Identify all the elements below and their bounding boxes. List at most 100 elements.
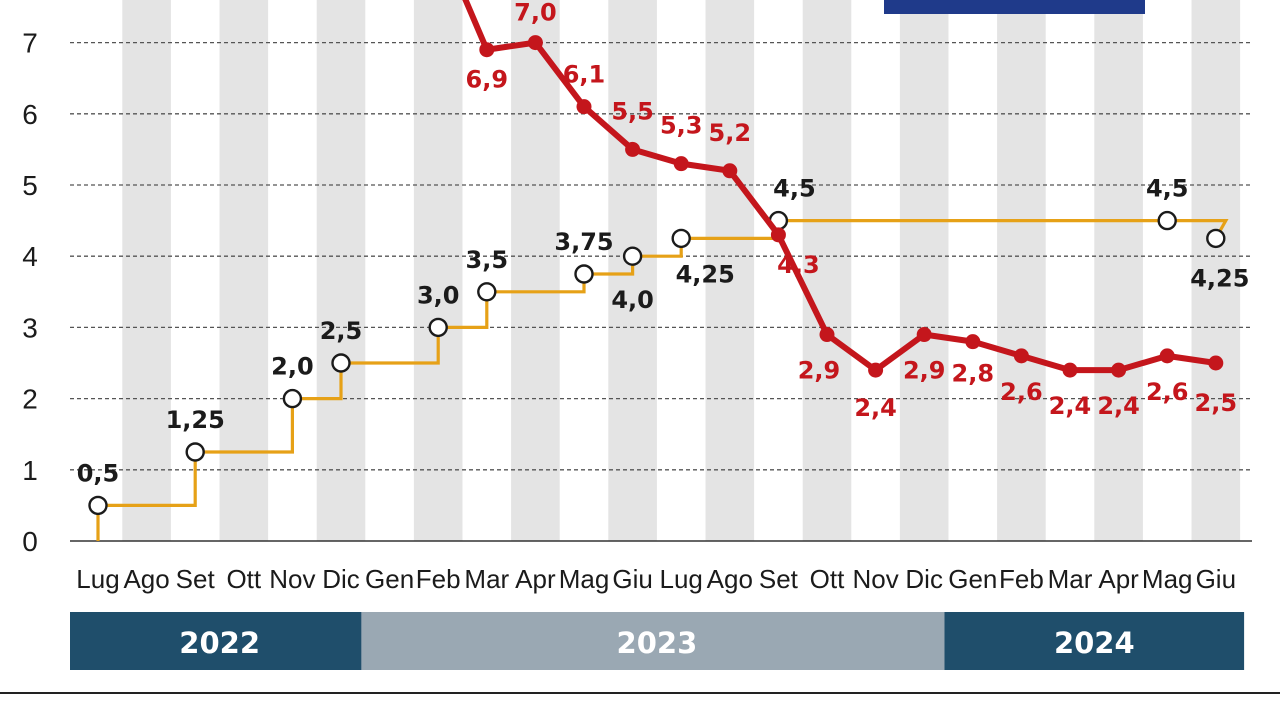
month-band	[511, 0, 560, 541]
year-label: 2022	[179, 626, 260, 660]
data-point	[868, 362, 884, 378]
data-point	[625, 141, 641, 157]
y-tick-label: 0	[22, 526, 38, 557]
data-label: 1,25	[166, 406, 225, 434]
y-tick-label: 1	[22, 455, 38, 486]
data-label: 2,4	[1097, 392, 1140, 420]
y-tick-label: 7	[22, 28, 38, 59]
y-tick-label: 3	[22, 312, 38, 343]
data-label: 4,0	[611, 286, 654, 314]
x-tick-label: Nov	[852, 564, 898, 594]
y-tick-label: 4	[22, 241, 38, 272]
data-point	[479, 42, 495, 58]
month-band	[122, 0, 171, 541]
month-band	[219, 0, 269, 541]
x-tick-label: Set	[759, 564, 799, 594]
data-point	[282, 388, 303, 409]
data-label: 2,5	[1195, 389, 1238, 417]
data-point	[1208, 355, 1224, 371]
year-block	[70, 612, 370, 670]
x-axis: Lug Ago Set Ott Nov Dic Gen Feb Mar Apr Mag Giu Lug A…	[76, 564, 1236, 594]
data-point	[1013, 348, 1029, 364]
x-tick-label: Feb	[416, 564, 461, 594]
x-tick-label: Ott	[810, 564, 845, 594]
data-point	[574, 264, 594, 284]
y-tick-label: 2	[22, 384, 38, 415]
data-label: 3,5	[466, 246, 509, 274]
x-tick-label: Mag	[1142, 564, 1193, 594]
data-label: 2,5	[320, 317, 363, 345]
data-label: 4,5	[773, 175, 816, 203]
data-point	[1062, 362, 1078, 378]
month-band	[802, 0, 852, 541]
x-tick-label: Apr	[515, 564, 556, 594]
x-tick-label: Mar	[1048, 564, 1093, 594]
year-label: 2023	[617, 626, 698, 660]
data-label: 4,25	[676, 260, 735, 288]
data-label: 3,0	[417, 281, 460, 309]
data-point	[671, 228, 691, 249]
data-point	[1159, 348, 1175, 364]
data-label: 3,75	[554, 228, 613, 256]
data-point	[1206, 228, 1226, 249]
series-layer	[88, 0, 1229, 541]
data-point	[1111, 362, 1127, 378]
data-label: 5,2	[709, 119, 752, 147]
data-point	[185, 442, 205, 462]
data-point	[1157, 210, 1177, 231]
x-tick-label: Giu	[1196, 564, 1236, 594]
x-tick-label: Lug	[660, 564, 703, 594]
x-tick-label: Dic	[322, 564, 360, 594]
month-band	[899, 0, 949, 541]
y-tick-label: 6	[22, 99, 38, 130]
x-tick-label: Gen	[365, 564, 414, 594]
data-point	[916, 327, 932, 343]
x-tick-label: Set	[176, 564, 216, 594]
year-label: 2024	[1054, 626, 1135, 660]
x-tick-label: Gen	[948, 564, 997, 594]
data-point	[428, 317, 448, 338]
data-point	[722, 163, 738, 179]
data-label: 6,9	[466, 66, 509, 94]
data-label: 2,0	[271, 353, 314, 381]
data-point	[819, 327, 835, 343]
month-band	[1094, 0, 1143, 541]
year-block	[944, 612, 1245, 670]
x-tick-label: Ott	[226, 564, 261, 594]
x-tick-label: Lug	[76, 564, 119, 594]
data-label: 6,1	[563, 61, 606, 89]
year-bar: 2022 2023 2024	[70, 612, 1245, 670]
data-label: 4,3	[777, 251, 820, 279]
y-tick-label: 5	[22, 170, 38, 201]
x-tick-label: Mag	[559, 564, 610, 594]
month-band	[1191, 0, 1241, 541]
data-label: 7,0	[514, 0, 557, 27]
data-label: 4,25	[1190, 264, 1249, 292]
data-label: 2,6	[1146, 378, 1189, 406]
x-tick-label: Ago	[707, 564, 753, 594]
data-point	[527, 35, 543, 51]
series-red-line	[462, 0, 1224, 378]
bottom-rule	[0, 692, 1280, 694]
data-label: 2,4	[1049, 392, 1092, 420]
gridlines	[70, 41, 1252, 471]
data-point	[88, 495, 108, 516]
x-tick-label: Dic	[905, 564, 943, 594]
y-axis: 0 1 2 3 4 5 6 7	[22, 28, 38, 557]
x-tick-label: Feb	[999, 564, 1044, 594]
data-label: 2,9	[798, 357, 841, 385]
month-band	[316, 0, 366, 541]
series-yellow-step	[88, 210, 1229, 541]
data-label: 4,5	[1146, 175, 1189, 203]
data-label: 5,3	[660, 112, 703, 140]
data-point	[477, 282, 497, 302]
data-point	[673, 156, 689, 172]
year-block	[361, 612, 953, 670]
data-label: 2,9	[903, 357, 946, 385]
x-tick-label: Ago	[123, 564, 169, 594]
data-point	[622, 246, 643, 266]
data-point	[770, 227, 786, 243]
month-band	[997, 0, 1046, 541]
x-tick-label: Mar	[464, 564, 509, 594]
